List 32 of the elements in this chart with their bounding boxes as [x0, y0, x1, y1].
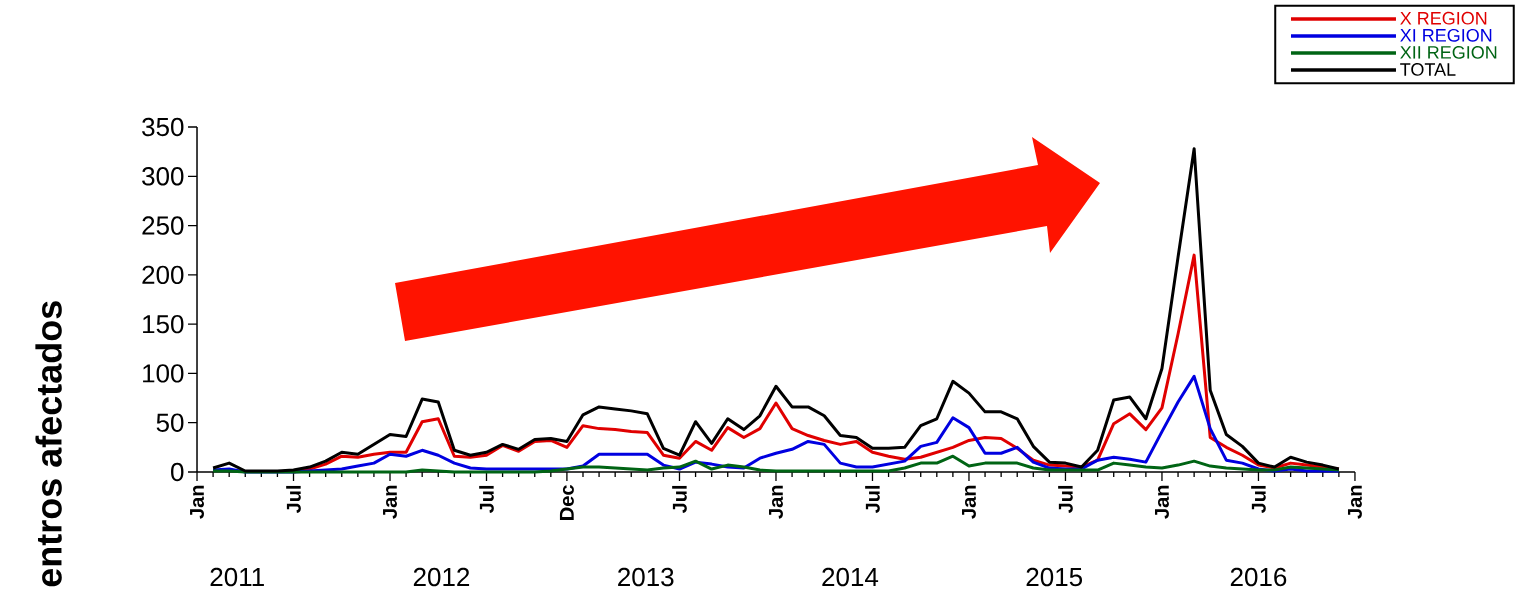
- text: 2012: [413, 567, 470, 587]
- x-tick-label: Dec: [559, 485, 574, 520]
- text: 2014: [822, 567, 879, 587]
- y-tick-label: 300: [142, 167, 184, 186]
- text: 2016: [1230, 567, 1287, 587]
- x-tick-label: Jan: [190, 485, 204, 519]
- x-tick-label: Jan: [769, 485, 783, 519]
- x-tick-label: Jul: [672, 485, 687, 514]
- y-tick-label: 100: [143, 364, 184, 383]
- text: 2011: [210, 567, 264, 587]
- x-tick-label: Jan: [1154, 485, 1169, 519]
- x-tick-label: Jul: [1251, 485, 1266, 514]
- y-tick-label: 200: [142, 265, 184, 285]
- x-tick-label: Jan: [1347, 485, 1362, 519]
- y-tick-label: 250: [142, 216, 184, 235]
- y-axis-title: entros afectados: [35, 301, 62, 587]
- x-tick-label: Jul: [1058, 485, 1073, 514]
- text: X REGION: [1400, 11, 1487, 25]
- x-tick-label: Jan: [383, 485, 397, 519]
- y-tick-label: 0: [171, 462, 184, 482]
- text: TOTAL: [1400, 63, 1456, 76]
- text: XII REGION: [1400, 46, 1497, 59]
- text: 2013: [618, 567, 674, 587]
- text: XI REGION: [1400, 28, 1492, 42]
- text: 2015: [1026, 567, 1083, 587]
- y-tick-label: 50: [156, 413, 184, 432]
- x-tick-label: Jul: [286, 485, 301, 514]
- x-tick-label: Jul: [479, 485, 494, 514]
- x-tick-label: Jan: [962, 485, 976, 519]
- y-tick-label: 150: [143, 314, 184, 334]
- x-tick-label: Jul: [865, 485, 880, 514]
- y-tick-label: 350: [142, 117, 184, 137]
